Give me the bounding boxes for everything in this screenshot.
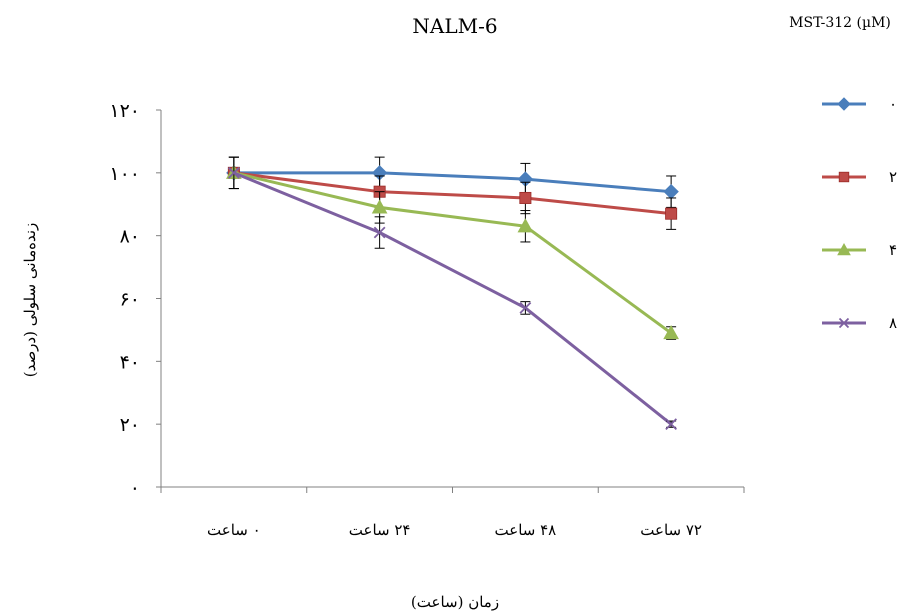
- data-point: [519, 302, 532, 314]
- legend: ۰ ۲ ۴ ۸: [822, 95, 897, 332]
- x-ticks: ۰ ساعت ۲۴ ساعت ۴۸ ساعت ۷۲ ساعت: [160, 487, 745, 539]
- legend-item: ۴: [822, 241, 897, 259]
- legend-marker: [837, 97, 851, 111]
- legend-label: ۰: [889, 95, 897, 113]
- x-tick-label: ۰ ساعت: [207, 521, 261, 539]
- legend-marker: [838, 171, 850, 183]
- legend-item: ۸: [822, 314, 897, 332]
- series-2: [226, 156, 679, 340]
- y-tick-label: ۰: [130, 477, 140, 499]
- x-tick-label: ۲۴ ساعت: [349, 521, 411, 539]
- y-ticks: ۰ ۲۰ ۴۰ ۶۰ ۸۰ ۱۰۰ ۱۲۰: [109, 100, 161, 499]
- series-1: [227, 156, 678, 230]
- chart-title: NALM-6: [412, 14, 497, 38]
- x-axis-label: زمان (ساعت): [411, 593, 499, 611]
- series-line: [233, 171, 673, 335]
- data-point: [665, 207, 678, 220]
- series-layer: [226, 156, 679, 431]
- y-tick-label: ۲۰: [120, 414, 140, 436]
- y-tick-label: ۸۰: [120, 226, 140, 248]
- y-tick-label: ۴۰: [120, 351, 140, 373]
- x-tick-label: ۷۲ ساعت: [640, 521, 702, 539]
- y-tick-label: ۶۰: [120, 289, 140, 311]
- data-point: [371, 199, 388, 214]
- legend-marker: [838, 317, 850, 329]
- data-point: [665, 418, 678, 431]
- data-point: [663, 183, 679, 200]
- y-tick-label: ۱۰۰: [109, 163, 140, 185]
- legend-label: ۸: [889, 314, 897, 332]
- data-point: [227, 166, 240, 179]
- series-3: [227, 156, 678, 431]
- x-tick-label: ۴۸ ساعت: [495, 521, 557, 539]
- legend-item: ۲: [822, 168, 897, 186]
- data-point: [373, 226, 386, 239]
- legend-label: ۴: [889, 241, 897, 259]
- series-line: [233, 171, 672, 194]
- series-0: [226, 156, 679, 208]
- y-axis-label: زنده‌مانی سلولی (درصد): [21, 223, 39, 378]
- y-tick-label: ۱۲۰: [109, 100, 140, 122]
- series-line: [233, 171, 672, 216]
- legend-item: ۰: [822, 95, 897, 113]
- data-point: [663, 325, 679, 340]
- series-line: [233, 171, 673, 426]
- legend-label: ۲: [889, 168, 897, 186]
- data-point: [517, 218, 534, 233]
- legend-title: MST-312 (µM): [789, 15, 891, 31]
- legend-marker: [837, 242, 851, 256]
- data-point: [519, 191, 532, 204]
